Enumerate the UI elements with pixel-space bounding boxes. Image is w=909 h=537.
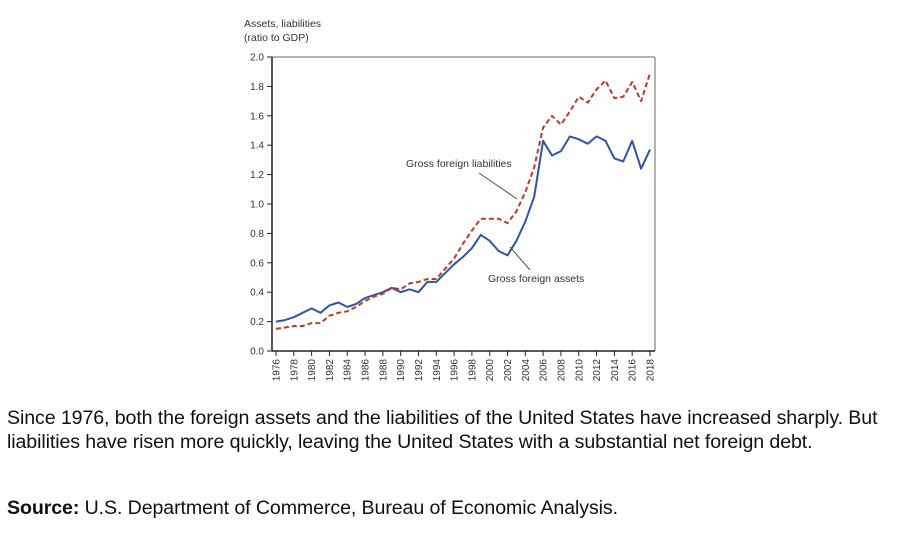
x-tick-label: 2018 xyxy=(646,359,657,382)
series-group xyxy=(275,72,651,330)
x-tick-label: 2008 xyxy=(556,359,567,382)
liabilities-leader-line xyxy=(478,172,518,200)
y-tick-label: 2.0 xyxy=(250,53,264,64)
y-tick-label: 1.0 xyxy=(250,200,264,211)
x-tick-label: 2006 xyxy=(539,359,550,382)
figure-source: Source: U.S. Department of Commerce, Bur… xyxy=(7,497,618,520)
y-tick-label: 0.8 xyxy=(250,229,264,240)
x-tick-label: 2004 xyxy=(521,359,532,382)
source-text: U.S. Department of Commerce, Bureau of E… xyxy=(79,497,618,519)
x-tick-label: 2010 xyxy=(574,359,585,382)
y-axis-label-line-2: (ratio to GDP) xyxy=(244,32,309,44)
y-tick-label: 0.2 xyxy=(250,317,264,328)
x-tick-label: 1994 xyxy=(432,359,443,382)
x-tick-label: 2000 xyxy=(485,359,496,382)
x-tick-label: 1998 xyxy=(467,359,478,382)
x-tick-label: 1978 xyxy=(289,359,300,382)
source-label: Source: xyxy=(7,497,80,519)
y-tick-label: 1.4 xyxy=(250,141,264,152)
x-tick-label: 2002 xyxy=(503,359,514,382)
x-tick-label: 1996 xyxy=(450,359,461,382)
assets-leader-line xyxy=(509,246,531,271)
liabilities-label: Gross foreign liabilities xyxy=(406,158,512,170)
y-tick-label: 1.2 xyxy=(250,170,264,181)
x-tick-label: 1976 xyxy=(272,359,283,382)
y-tick-label: 1.6 xyxy=(250,111,264,122)
x-tick-label: 1984 xyxy=(343,359,354,382)
y-tick-label: 1.8 xyxy=(250,82,264,93)
x-tick-label: 1980 xyxy=(307,359,318,382)
liabilities-line xyxy=(275,72,651,330)
line-chart: Assets, liabilities (ratio to GDP) 0.00.… xyxy=(244,18,657,381)
y-axis: 0.0 0.2 0.4 0.6 0.8 1.0 1.2 1.4 1.6 1.8 2.0 xyxy=(250,53,272,358)
x-tick-label: 2016 xyxy=(628,359,639,382)
figure-caption: Since 1976, both the foreign assets and … xyxy=(7,407,878,453)
assets-label: Gross foreign assets xyxy=(488,273,584,285)
annotations: Gross foreign liabilities Gross foreign a… xyxy=(406,158,584,285)
x-tick-label: 1992 xyxy=(414,359,425,382)
x-tick-label: 2014 xyxy=(610,359,621,382)
x-tick-label: 1988 xyxy=(378,359,389,382)
assets-line xyxy=(275,135,651,323)
y-tick-label: 0.4 xyxy=(250,288,264,299)
x-axis: 1976 1978 1980 1982 1984 1986 1988 1990 1992 1994… xyxy=(272,351,657,381)
x-tick-label: 1990 xyxy=(396,359,407,382)
y-tick-label: 0.0 xyxy=(250,347,264,358)
y-tick-label: 0.6 xyxy=(250,258,264,269)
x-tick-label: 1986 xyxy=(361,359,372,382)
y-axis-label-line-1: Assets, liabilities xyxy=(244,18,321,30)
x-tick-label: 1982 xyxy=(325,359,336,382)
plot-frame xyxy=(271,56,656,352)
x-tick-label: 2012 xyxy=(592,359,603,382)
